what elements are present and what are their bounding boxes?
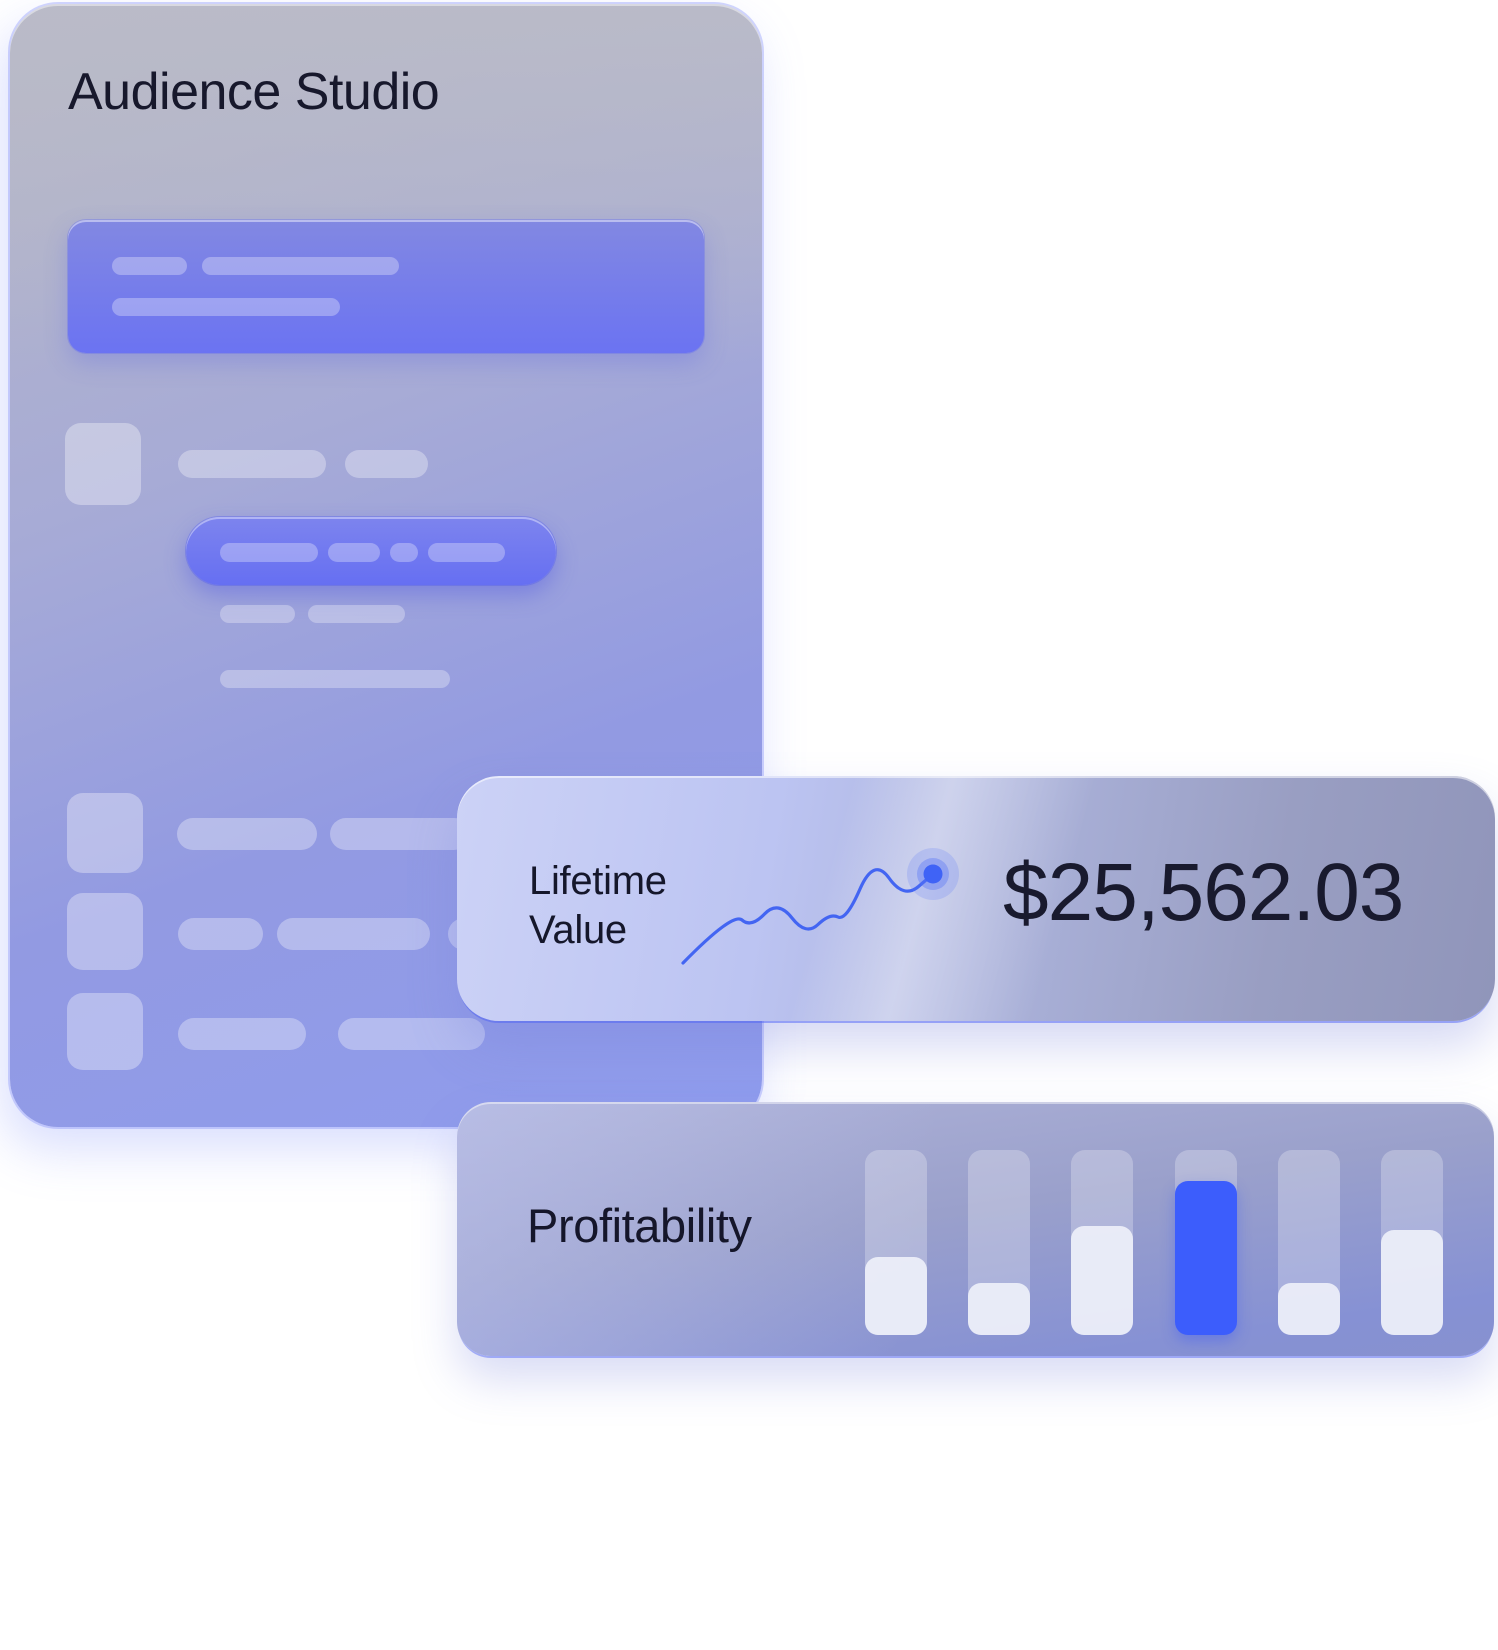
filter-chip [186,517,556,585]
bar-fill [968,1283,1030,1335]
sparkline-chart [681,848,959,965]
lifetime-value-label: Lifetime Value [529,859,667,952]
profitability-label: Profitability [527,1199,752,1252]
skeleton-pill [330,818,470,850]
notification-banner [68,220,704,353]
bar-track [1175,1150,1237,1335]
bar-fill [1278,1283,1340,1335]
skeleton-pill [178,450,326,478]
skeleton-bar [220,543,318,562]
bar-fill-highlighted [1175,1181,1237,1335]
audience-studio-panel: Audience Studio [10,4,762,1127]
bar-track [968,1150,1030,1335]
profitability-bar-chart [865,1150,1445,1335]
skeleton-pill [220,605,295,623]
list-item-thumbnail [67,993,143,1070]
bar-track [1071,1150,1133,1335]
list-item-thumbnail [67,793,143,873]
lifetime-value-amount: $25,562.03 [1003,847,1404,938]
skeleton-pill [338,1018,485,1050]
skeleton-pill [178,1018,306,1050]
skeleton-pill [177,818,317,850]
bar-track [1278,1150,1340,1335]
skeleton-bar [202,257,399,275]
skeleton-bar [112,257,187,275]
skeleton-pill [345,450,428,478]
skeleton-bar [328,543,380,562]
bar-track [1381,1150,1443,1335]
skeleton-pill [220,670,450,688]
skeleton-bar [112,298,340,316]
bar-track [865,1150,927,1335]
avatar-placeholder [65,423,141,505]
skeleton-pill [178,918,263,950]
page-title: Audience Studio [68,63,440,121]
list-item-thumbnail [67,893,143,970]
bar-fill [1381,1230,1443,1335]
profitability-card: Profitability [457,1102,1494,1356]
skeleton-pill [308,605,405,623]
bar-fill [1071,1226,1133,1335]
skeleton-pill [277,918,430,950]
skeleton-bar [428,543,505,562]
lifetime-value-card: Lifetime Value $25,562.03 [457,776,1495,1021]
skeleton-bar [390,543,418,562]
bar-fill [865,1257,927,1335]
